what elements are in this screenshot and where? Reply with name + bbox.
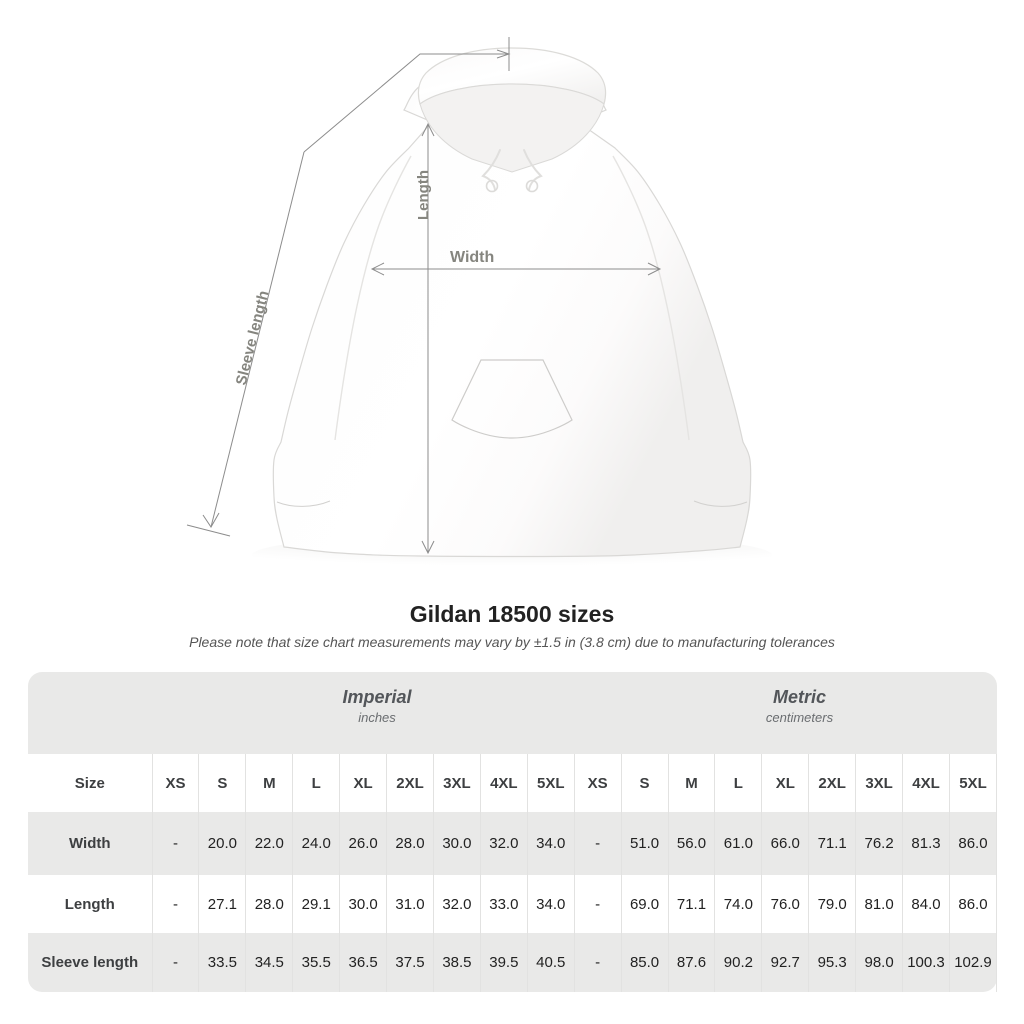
svg-text:Sleeve length: Sleeve length: [233, 289, 273, 387]
svg-text:Length: Length: [415, 170, 432, 220]
svg-text:Width: Width: [450, 249, 494, 266]
